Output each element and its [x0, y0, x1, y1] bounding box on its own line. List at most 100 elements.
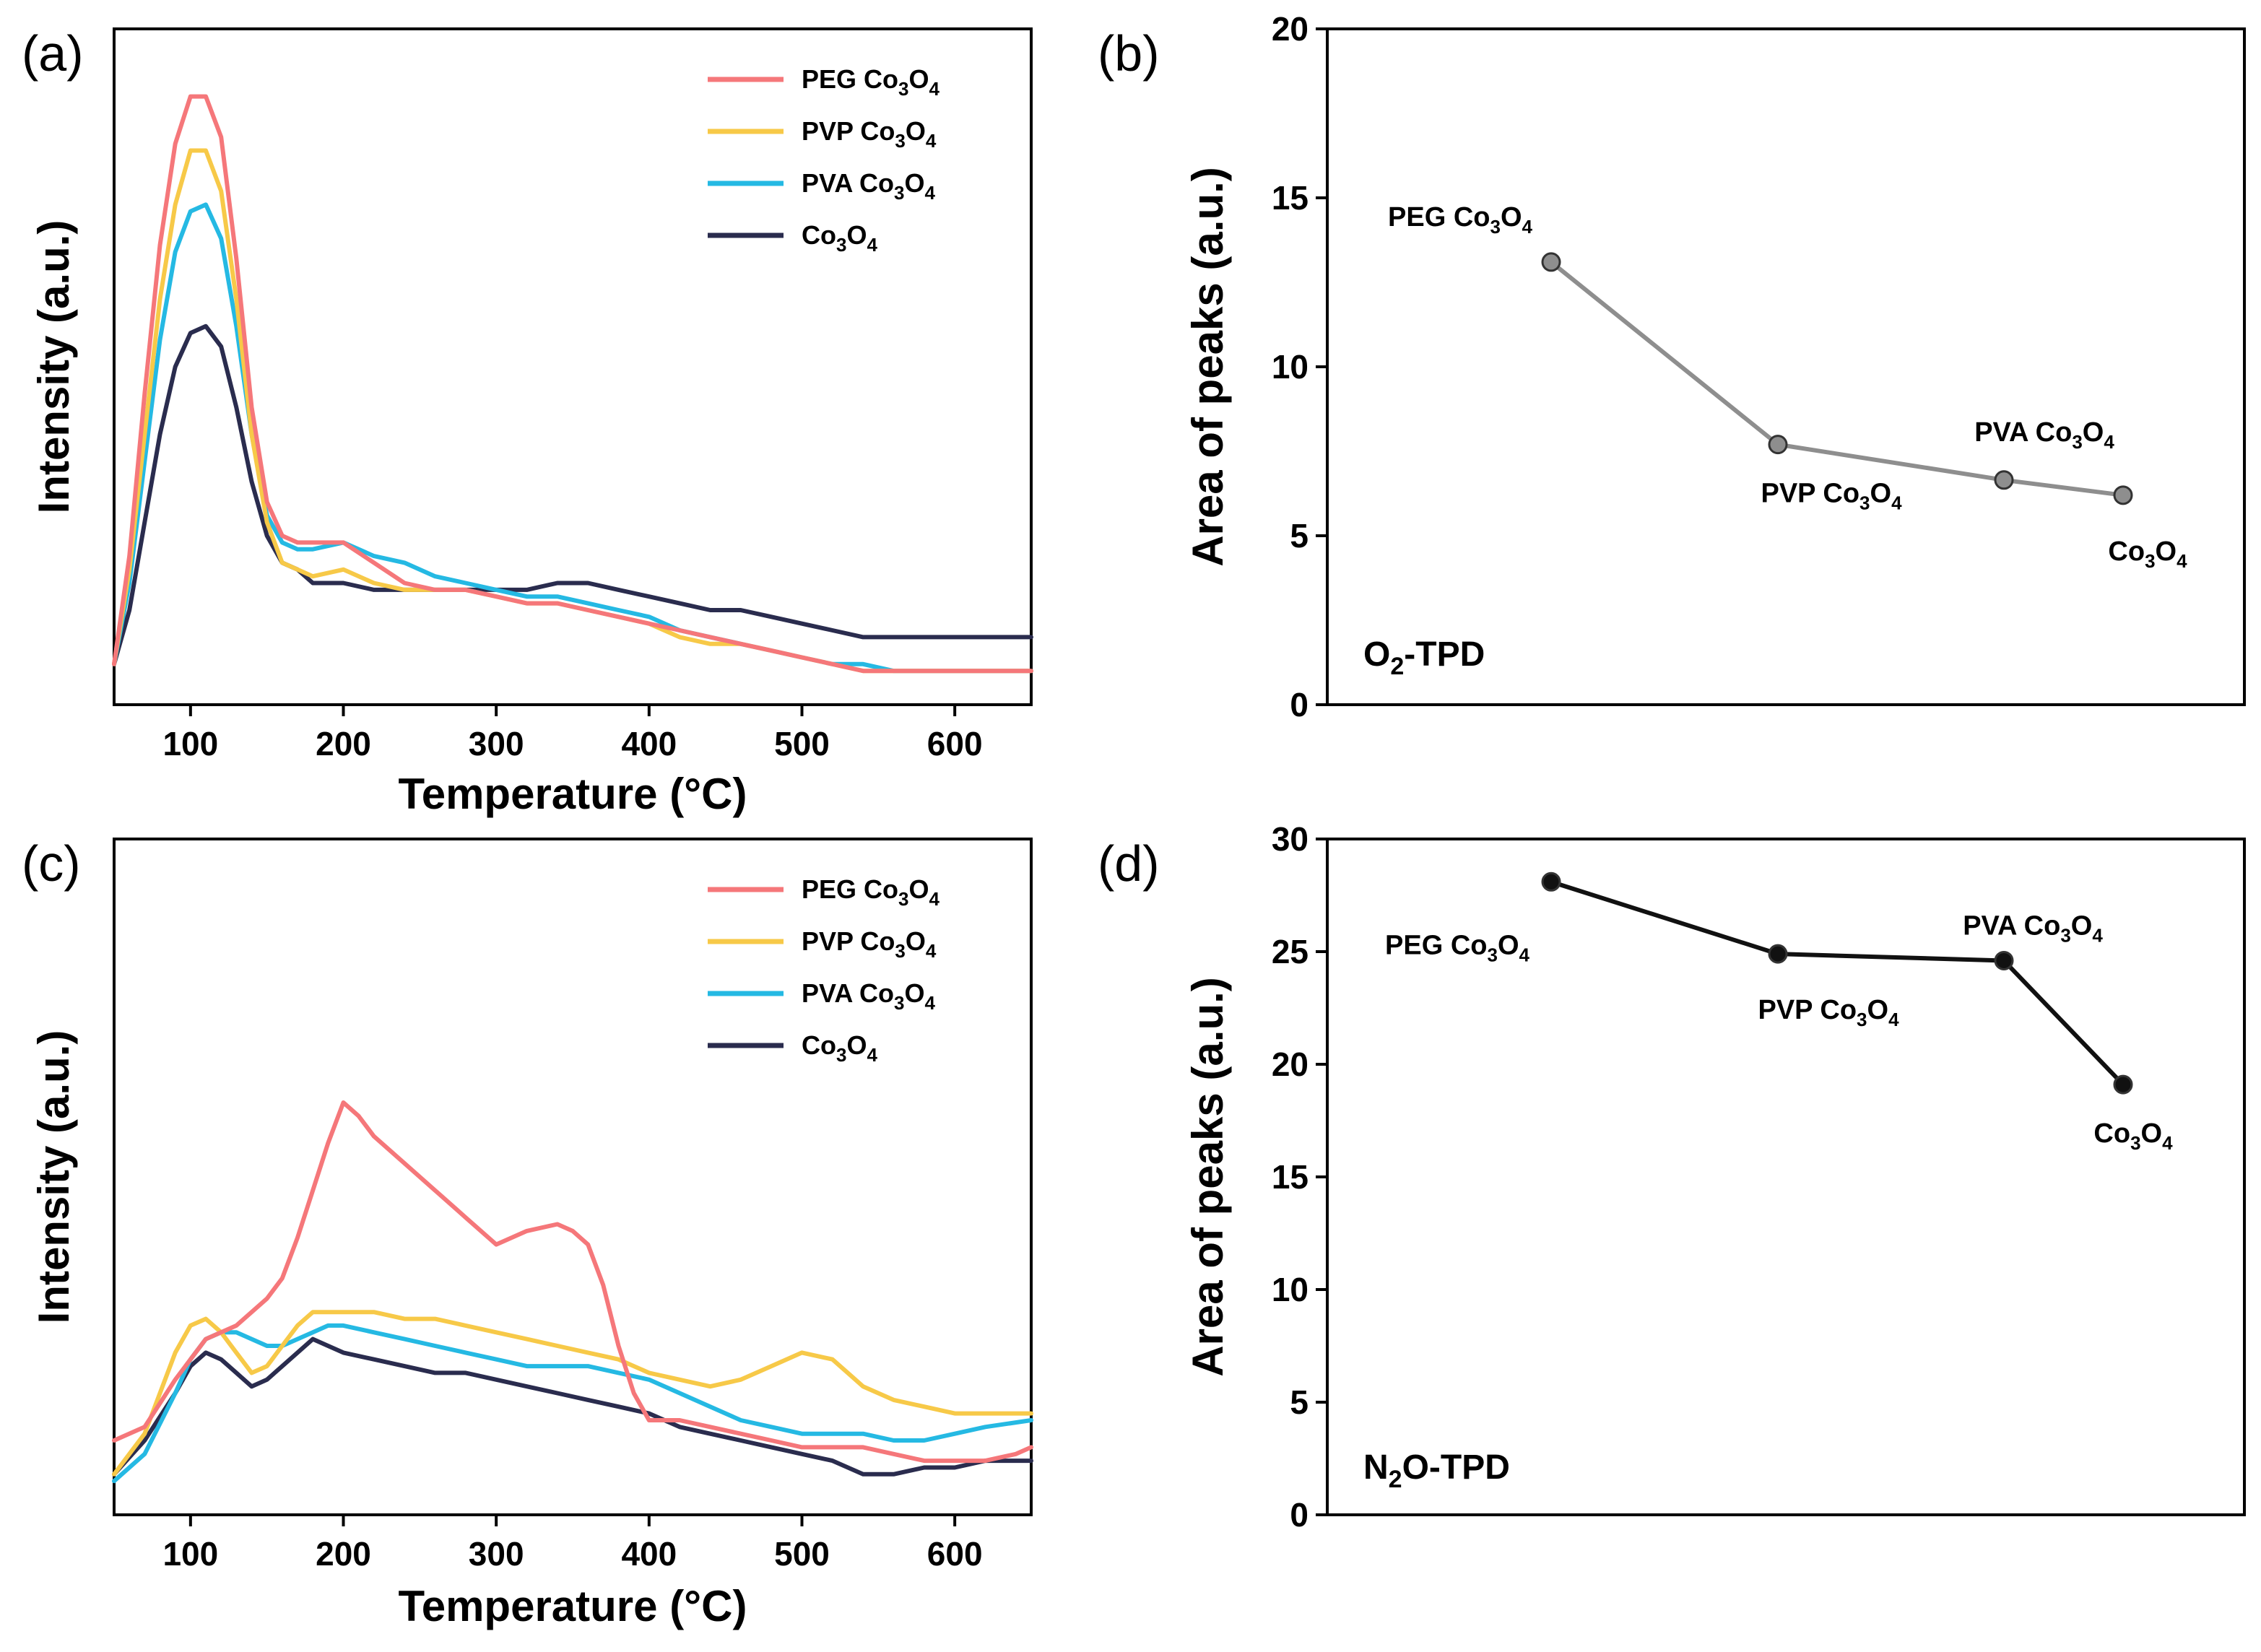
panel-a-x-tick-label-5: 600 [927, 725, 983, 762]
panel-d-point-3 [2113, 1074, 2133, 1095]
panel-b-point-label-3-mid: O [2156, 536, 2177, 567]
panel-a-frame [113, 27, 1033, 706]
panel-c-x-tick-label-4: 500 [774, 1535, 830, 1573]
panel-d-point-label-2-sub1: 3 [2060, 924, 2070, 946]
panel-c-legend-label-0-main: PEG Co [802, 874, 898, 904]
panel-b-annotation-rest: -TPD [1404, 635, 1485, 674]
panel-d-point-label-2-main: PVA Co [1963, 910, 2060, 941]
panel-d-point-label-3-main: Co [2093, 1118, 2130, 1149]
panel-c-label: (c) [22, 835, 81, 892]
panel-b-o2-tpd-chart: (b) 0 5 10 15 20 Area of peaks (a.u.) PEG Co… [1098, 10, 2246, 723]
panel-d-point-label-2-mid: O [2071, 910, 2093, 941]
panel-b-point-label-1-main: PVP Co [1761, 479, 1859, 509]
panel-d-point-label-2-sub2: 4 [2092, 924, 2103, 946]
panel-a-legend-label-1-sub1: 3 [895, 130, 905, 152]
panel-d-y-tick-label-4: 20 [1272, 1045, 1309, 1083]
panel-a-legend-label-2: PVA Co3O4 [802, 168, 936, 204]
panel-b-point-label-0-mid: O [1501, 202, 1522, 232]
panel-b-y-tick-label-3: 15 [1272, 179, 1309, 217]
panel-d-point-label-3-mid: O [2141, 1118, 2163, 1149]
panel-a-legend-label-3-mid: O [846, 220, 867, 250]
panel-d-point-label-1-sub1: 3 [1857, 1009, 1867, 1030]
panel-a-legend-label-3-main: Co [802, 220, 836, 250]
panel-b-point-label-3-sub1: 3 [2145, 550, 2155, 572]
panel-c-legend-label-0-sub2: 4 [929, 888, 940, 910]
panel-c-series-line-2 [112, 1323, 1033, 1484]
panel-c-legend-label-2-mid: O [904, 978, 924, 1008]
panel-b-point-0 [1541, 252, 1561, 272]
panel-c-series-line-1 [112, 1310, 1033, 1477]
panel-b-y-tick-label-2: 10 [1272, 348, 1309, 386]
panel-d-label: (d) [1098, 835, 1160, 892]
panel-c-x-ticks: 100 200 300 400 500 600 [162, 1515, 983, 1573]
panel-c-legend-label-2-sub1: 3 [894, 992, 904, 1014]
panel-b-annotation-main: O [1363, 635, 1390, 674]
panel-d-point-0 [1541, 871, 1561, 892]
panel-d-y-tick-label-1: 5 [1290, 1383, 1309, 1421]
panel-d-point-label-3: Co3O4 [2093, 1118, 2173, 1154]
panel-d-y-tick-label-3: 15 [1272, 1158, 1309, 1196]
panel-c-legend-label-1: PVP Co3O4 [802, 926, 937, 962]
panel-b-point-label-2: PVA Co3O4 [1974, 417, 2114, 453]
panel-a-legend-label-0-main: PEG Co [802, 64, 898, 94]
panel-d-y-ticks: 0 5 10 15 20 25 30 [1272, 820, 1327, 1534]
panel-c-legend-label-0-sub1: 3 [898, 888, 908, 910]
panel-a-x-tick-label-3: 400 [621, 725, 677, 762]
panel-a-y-axis-title: Intensity (a.u.) [30, 220, 78, 514]
panel-b-point-label-1-mid: O [1870, 479, 1892, 509]
panel-d-point-label-0: PEG Co3O4 [1385, 930, 1530, 965]
panel-a-legend-label-1: PVP Co3O4 [802, 116, 937, 152]
panel-b-frame [1326, 27, 2246, 706]
panel-b-point-label-0-sub2: 4 [1522, 216, 1533, 238]
panel-a-x-tick-label-1: 200 [316, 725, 371, 762]
panel-a-temperature-chart: (a) 100 200 300 400 500 600 Temperature (°C) … [22, 25, 1033, 818]
panel-a-x-tick-label-4: 500 [774, 725, 830, 762]
panel-c-series-line-3 [112, 1336, 1033, 1477]
panel-a-x-axis-title: Temperature (°C) [399, 770, 747, 818]
panel-d-point-2 [1994, 950, 2014, 970]
panel-b-y-tick-label-1: 5 [1290, 517, 1309, 555]
panel-a-x-tick-label-2: 300 [469, 725, 524, 762]
panel-c-legend-label-3-mid: O [846, 1030, 867, 1060]
panel-a-series-lines [112, 94, 1033, 674]
panel-c-temperature-chart: (c) 100 200 300 400 500 600 Temperature (°C) … [22, 835, 1033, 1630]
panel-d-y-tick-label-2: 10 [1272, 1271, 1309, 1308]
panel-c-legend-label-3-sub1: 3 [836, 1044, 846, 1066]
panel-b-point-2 [1994, 470, 2014, 490]
panel-c-x-tick-label-3: 400 [621, 1535, 677, 1573]
panel-b-label: (b) [1098, 25, 1160, 82]
panel-d-point-label-0-sub2: 4 [1519, 944, 1530, 965]
panel-a-legend-label-3: Co3O4 [802, 220, 877, 256]
panel-c-legend-label-1-sub1: 3 [895, 940, 905, 962]
panel-d-annotation-sub: 2 [1389, 1466, 1402, 1493]
panel-d-point-label-1-main: PVP Co [1758, 995, 1857, 1025]
panel-c-legend-label-3: Co3O4 [802, 1030, 877, 1066]
panel-d-n2o-tpd-chart: (d) 0 5 10 15 20 25 30 Area of peaks (a.u.) PE… [1098, 820, 2246, 1534]
panel-b-connecting-line [1550, 260, 2124, 497]
panel-a-legend-label-2-mid: O [904, 168, 924, 198]
panel-c-legend-label-1-mid: O [906, 926, 926, 956]
panel-b-point-label-3-sub2: 4 [2177, 550, 2187, 572]
panel-b-point-label-1-sub1: 3 [1859, 492, 1870, 514]
panel-a-legend-label-2-sub1: 3 [894, 182, 904, 204]
panel-c-x-tick-label-5: 600 [927, 1535, 983, 1573]
panel-a-x-ticks: 100 200 300 400 500 600 [162, 705, 983, 762]
panel-b-y-axis-title: Area of peaks (a.u.) [1184, 167, 1232, 567]
panel-d-point-label-3-sub1: 3 [2130, 1132, 2140, 1154]
panel-d-point-label-1-sub2: 4 [1888, 1009, 1899, 1030]
panel-a-legend-label-2-main: PVA Co [802, 168, 894, 198]
panel-d-point-label-0-main: PEG Co [1385, 930, 1487, 960]
panel-a-x-tick-label-0: 100 [162, 725, 218, 762]
panel-d-point-label-3-sub2: 4 [2162, 1132, 2173, 1154]
panel-c-legend-label-1-sub2: 4 [926, 940, 937, 962]
panel-d-point-label-0-sub1: 3 [1487, 944, 1497, 965]
panel-c-legend-label-0: PEG Co3O4 [802, 874, 940, 910]
panel-d-point-label-1-mid: O [1867, 995, 1889, 1025]
panel-b-point-3 [2113, 485, 2133, 505]
panel-d-point-label-0-mid: O [1498, 930, 1519, 960]
panel-b-point-label-3: Co3O4 [2108, 536, 2187, 572]
panel-d-connecting-line [1550, 879, 2125, 1087]
